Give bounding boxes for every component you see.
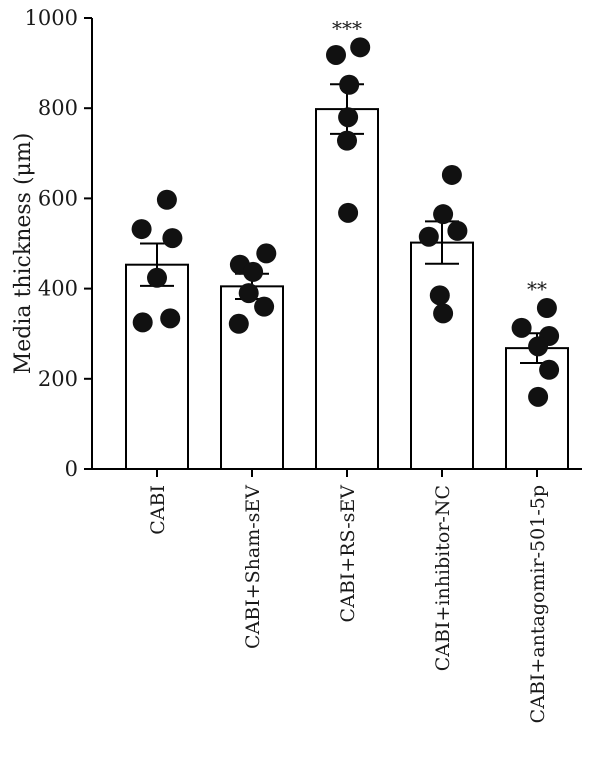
data-point <box>238 283 259 304</box>
data-point <box>418 226 439 247</box>
category-label: CABI <box>147 485 169 535</box>
data-point <box>160 308 181 329</box>
bar-4 <box>410 241 474 470</box>
data-point <box>511 317 532 338</box>
category-label: CABI+inhibitor-NC <box>432 485 454 671</box>
data-point <box>447 220 468 241</box>
data-point <box>162 228 183 249</box>
data-point <box>337 130 357 151</box>
category-label: CABI+RS-sEV <box>337 485 359 623</box>
data-point <box>326 44 346 65</box>
category-label: CABI+antagomir-501-5p <box>527 485 549 723</box>
data-point <box>536 297 557 318</box>
significance-marker: *** <box>332 16 362 40</box>
bars <box>125 83 569 471</box>
data-point <box>256 243 277 264</box>
bar-2 <box>220 285 284 470</box>
y-tick-label: 800 <box>38 96 78 120</box>
data-point <box>350 37 371 58</box>
data-point <box>528 336 549 357</box>
y-tick-label: 1000 <box>25 6 78 30</box>
bar-1 <box>125 263 189 470</box>
data-point <box>339 74 360 95</box>
axes: 0 200 400 600 800 1000 <box>25 6 582 481</box>
data-point <box>228 313 249 334</box>
category-label: CABI+Sham-sEV <box>242 485 264 649</box>
y-tick-label: 200 <box>38 367 78 391</box>
significance-marker: ** <box>527 277 547 301</box>
data-point <box>243 261 264 282</box>
data-point <box>338 107 359 128</box>
data-points <box>131 37 560 407</box>
data-point <box>131 219 152 240</box>
bar-5 <box>505 347 569 470</box>
labels: Media thickness (μm)CABI CABI+Sham-sEV***… <box>11 16 549 723</box>
data-point <box>429 285 450 306</box>
data-point <box>433 303 454 324</box>
data-point <box>132 312 153 333</box>
data-point <box>254 296 275 317</box>
data-point <box>528 386 549 407</box>
y-axis-label: Media thickness (μm) <box>11 133 36 375</box>
data-point <box>147 267 167 288</box>
bar-3 <box>315 108 379 471</box>
data-point <box>338 202 359 223</box>
data-point <box>156 189 177 210</box>
y-tick-label: 400 <box>38 277 78 301</box>
y-tick-label: 0 <box>65 457 78 481</box>
data-point <box>433 204 454 225</box>
data-point <box>539 359 560 380</box>
y-tick-label: 600 <box>38 186 78 210</box>
data-point <box>441 164 462 185</box>
